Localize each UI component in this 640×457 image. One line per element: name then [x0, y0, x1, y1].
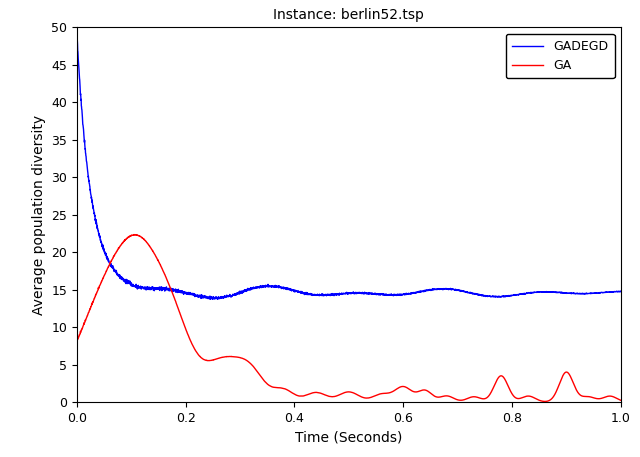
GADEGD	[305, 292, 313, 297]
GADEGD	[135, 285, 143, 290]
GA	[607, 393, 614, 399]
GA	[541, 399, 549, 404]
X-axis label: Time (Seconds): Time (Seconds)	[295, 430, 403, 445]
GA	[305, 391, 313, 397]
GA	[617, 398, 625, 403]
Line: GA: GA	[77, 234, 621, 401]
GA	[282, 386, 289, 392]
GADEGD	[617, 289, 625, 294]
GA	[548, 396, 556, 401]
GADEGD	[607, 289, 614, 295]
Title: Instance: berlin52.tsp: Instance: berlin52.tsp	[273, 8, 424, 22]
GADEGD	[206, 297, 214, 302]
GA	[130, 232, 138, 237]
GADEGD	[167, 287, 175, 292]
GADEGD	[73, 29, 81, 34]
Y-axis label: Average population diversity: Average population diversity	[31, 115, 45, 315]
Legend: GADEGD, GA: GADEGD, GA	[506, 34, 614, 79]
GADEGD	[282, 287, 289, 292]
GA	[135, 233, 143, 239]
GADEGD	[548, 290, 556, 295]
Line: GADEGD: GADEGD	[77, 32, 621, 299]
GA	[168, 287, 175, 293]
GA	[73, 338, 81, 343]
